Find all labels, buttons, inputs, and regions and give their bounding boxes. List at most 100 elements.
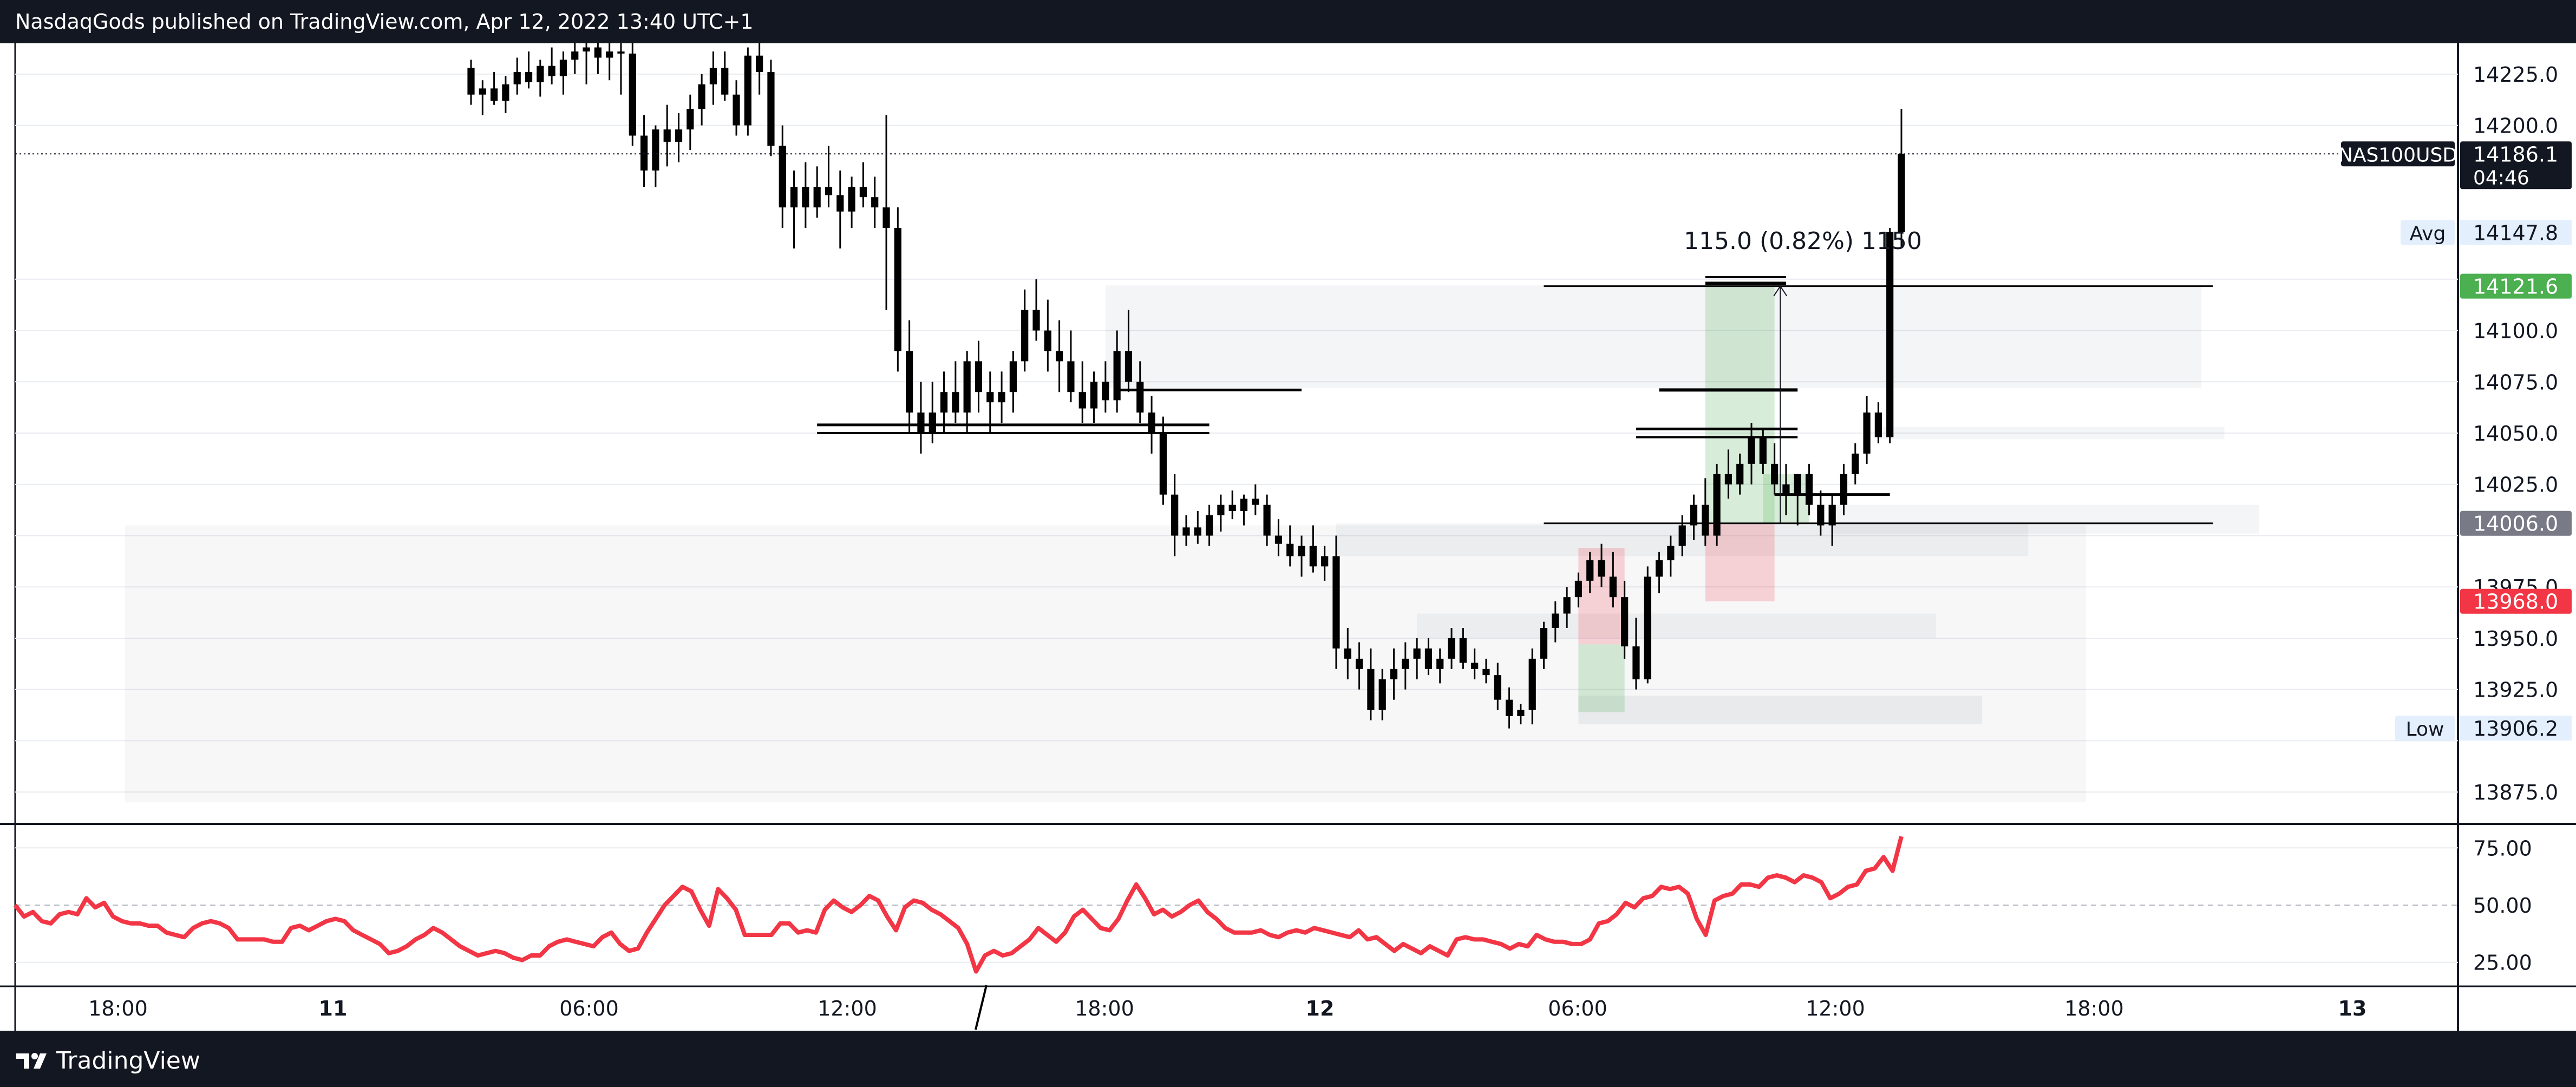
candle[interactable] [1367,648,1375,721]
candle[interactable] [513,57,521,95]
time-axis[interactable]: 18:00 11 06:00 12:00 18:00 12 06:00 12:00 18:00 1… [88,997,2366,1020]
candle[interactable] [1194,511,1201,544]
candle[interactable] [733,80,740,136]
candle[interactable] [1667,535,1675,577]
candle[interactable] [571,43,579,74]
candle[interactable] [1863,396,1871,464]
candle[interactable] [767,60,775,156]
candle[interactable] [1748,423,1755,484]
candle[interactable] [1332,535,1340,669]
candle[interactable] [1413,638,1421,679]
candle[interactable] [744,47,751,136]
candle[interactable] [1609,552,1617,608]
measure-tool[interactable]: 115.0 (0.82%) 1150 [1684,227,1922,523]
candle[interactable] [1044,299,1051,372]
candle[interactable] [1505,687,1513,729]
candle[interactable] [906,320,913,433]
tradingview-logo[interactable]: TradingView [15,1047,200,1075]
candle[interactable] [1009,351,1017,413]
candle[interactable] [1655,552,1663,593]
chart-frame[interactable]: 115.0 (0.82%) 1150 14225.0 14200.0 14100.0… [0,43,2576,1031]
candle[interactable] [629,43,636,146]
candle[interactable] [1321,546,1329,581]
candle[interactable] [687,94,694,150]
candle[interactable] [1217,494,1225,532]
candle[interactable] [1067,330,1075,403]
candle[interactable] [1355,642,1363,690]
candle[interactable] [1228,490,1236,520]
candle[interactable] [1874,402,1882,443]
candle[interactable] [848,176,855,228]
candle[interactable] [606,43,613,81]
user-drawings[interactable] [15,153,2458,525]
candle[interactable] [1621,580,1629,659]
candle[interactable] [1828,494,1836,546]
rsi-pane[interactable] [13,836,1904,1030]
candle[interactable] [1056,320,1063,392]
candle[interactable] [1402,642,1409,690]
candle[interactable] [1713,463,1721,546]
candle[interactable] [940,371,948,433]
candle[interactable] [779,125,786,228]
candle[interactable] [1817,490,1825,536]
candle[interactable] [1852,443,1859,484]
candle[interactable] [882,115,890,310]
candle[interactable] [1840,463,1848,515]
candle[interactable] [1309,525,1317,573]
candle[interactable] [975,340,983,413]
candle[interactable] [1182,515,1190,546]
candle[interactable] [963,351,971,433]
candlestick-series[interactable] [467,43,1905,729]
candle[interactable] [1124,310,1133,392]
candle[interactable] [1171,474,1179,556]
candle[interactable] [952,361,959,423]
candle[interactable] [871,176,879,228]
candle[interactable] [1563,587,1571,628]
candle[interactable] [1678,515,1686,556]
candle[interactable] [1078,361,1086,423]
candle[interactable] [1736,453,1744,495]
candle[interactable] [790,170,798,248]
candle[interactable] [1898,109,1905,248]
candle[interactable] [479,80,486,115]
candle[interactable] [467,60,475,105]
candle[interactable] [1102,361,1109,413]
candle[interactable] [1805,463,1813,515]
candle[interactable] [1113,330,1121,413]
candle[interactable] [1436,648,1444,684]
candle[interactable] [1459,628,1467,669]
candle[interactable] [1471,648,1479,679]
candle[interactable] [709,51,717,105]
candle[interactable] [894,207,901,372]
candle[interactable] [1090,371,1098,423]
candle[interactable] [1298,535,1305,577]
candle[interactable] [1263,494,1271,546]
candle[interactable] [1021,289,1029,372]
candle[interactable] [1794,474,1801,526]
chart-canvas[interactable]: 115.0 (0.82%) 1150 14225.0 14200.0 14100.0… [0,43,2576,1031]
candle[interactable] [1886,228,1894,443]
candle[interactable] [1286,525,1294,567]
candle[interactable] [502,76,509,113]
candle[interactable] [859,162,867,208]
candle[interactable] [836,170,844,248]
candle[interactable] [663,104,671,167]
candle[interactable] [825,146,833,208]
candle[interactable] [698,74,705,126]
candle[interactable] [1586,552,1594,593]
candle[interactable] [1482,658,1490,684]
candle[interactable] [1690,494,1698,540]
candle[interactable] [525,51,533,89]
candle[interactable] [802,162,809,228]
candle[interactable] [1528,648,1536,725]
candle[interactable] [1644,566,1651,684]
candle[interactable] [1552,601,1559,643]
candle[interactable] [1574,572,1583,608]
candle[interactable] [537,60,544,97]
candle[interactable] [1771,443,1779,495]
candle[interactable] [548,47,555,84]
candle[interactable] [1632,618,1640,690]
candle[interactable] [1598,544,1605,587]
candle[interactable] [1274,519,1283,556]
candle[interactable] [813,166,821,218]
